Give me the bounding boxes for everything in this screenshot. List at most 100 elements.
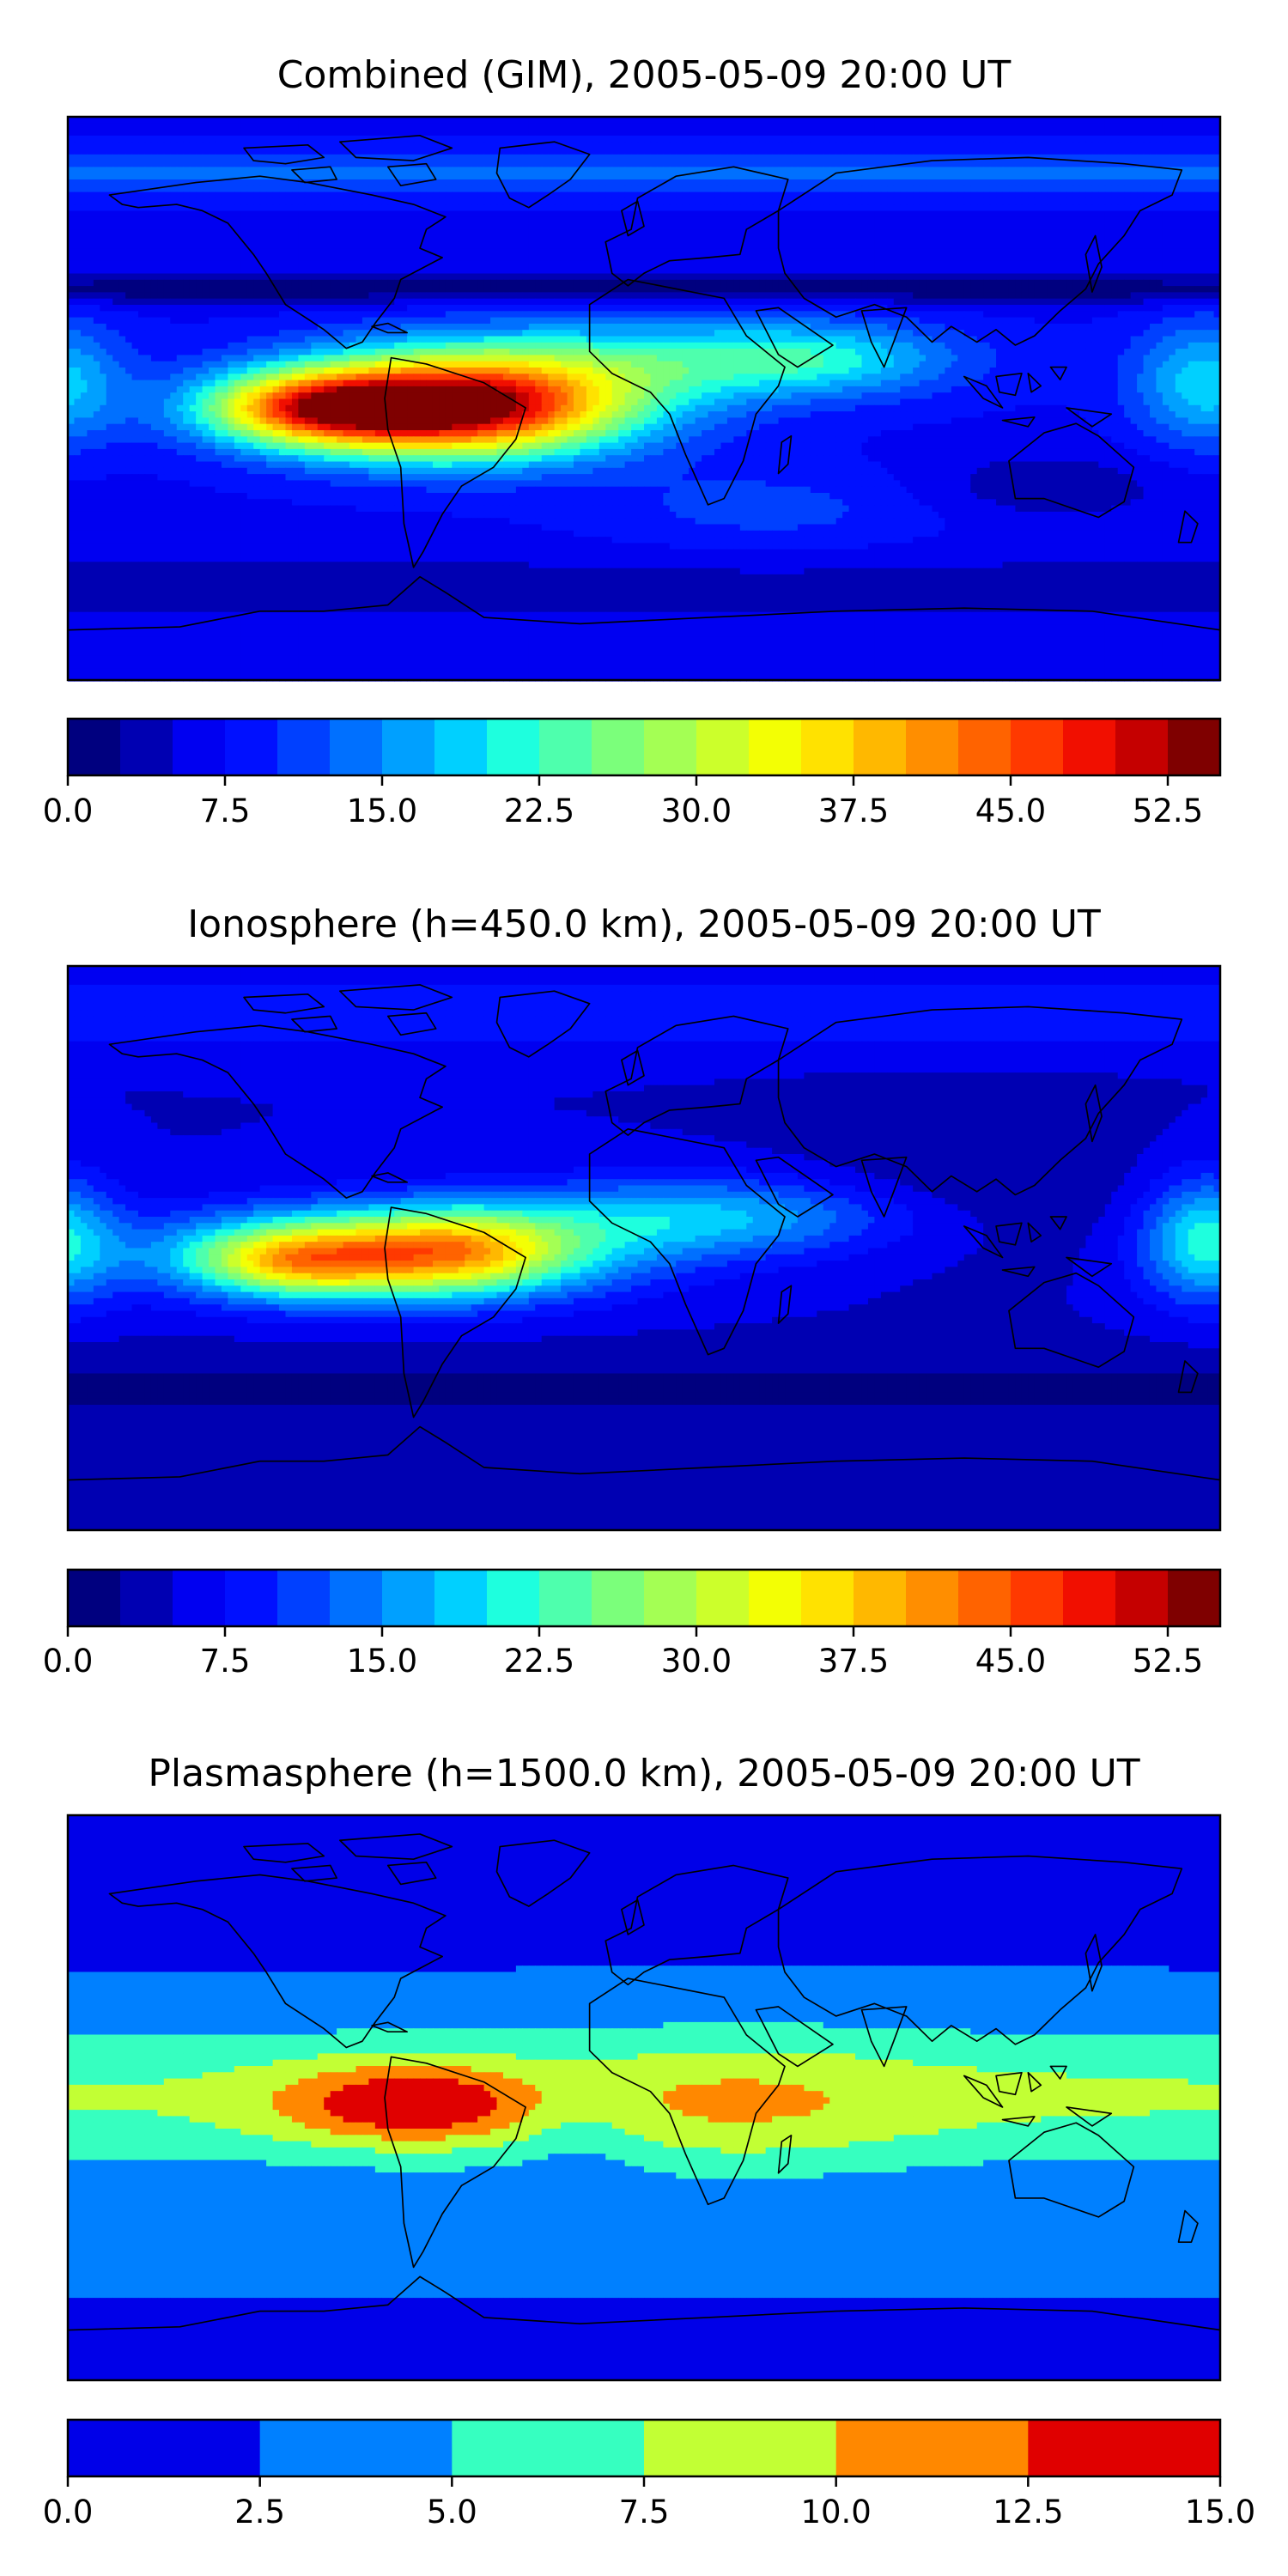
tec-cell bbox=[1002, 123, 1010, 131]
tec-cell bbox=[829, 161, 837, 167]
tec-cell bbox=[439, 191, 447, 199]
tec-cell bbox=[631, 185, 639, 193]
tec-cell bbox=[368, 148, 376, 155]
tec-cell bbox=[465, 273, 472, 281]
tec-cell bbox=[945, 197, 952, 205]
tec-cell bbox=[285, 173, 293, 180]
tec-cell bbox=[496, 185, 504, 193]
tec-cell bbox=[823, 229, 830, 237]
tec-cell bbox=[176, 191, 184, 199]
tec-cell bbox=[1072, 179, 1080, 186]
tec-cell bbox=[131, 242, 139, 249]
tec-cell bbox=[1149, 173, 1157, 180]
tec-cell bbox=[739, 185, 747, 193]
tec-cell bbox=[215, 204, 222, 212]
tec-cell bbox=[720, 191, 728, 199]
tec-cell bbox=[618, 242, 626, 249]
tec-cell bbox=[426, 216, 434, 224]
tec-cell bbox=[919, 279, 927, 287]
tec-cell bbox=[138, 229, 146, 237]
tec-cell bbox=[586, 267, 593, 275]
tec-cell bbox=[246, 273, 254, 281]
tec-cell bbox=[1028, 254, 1036, 262]
tec-cell bbox=[1060, 216, 1067, 224]
tec-cell bbox=[80, 191, 88, 199]
tec-cell bbox=[1111, 191, 1119, 199]
tec-cell bbox=[605, 179, 613, 186]
tec-cell bbox=[765, 286, 773, 293]
tec-cell bbox=[189, 173, 197, 180]
tec-cell bbox=[598, 223, 606, 230]
tec-cell bbox=[279, 129, 287, 137]
tec-cell bbox=[752, 129, 760, 137]
tec-cell bbox=[644, 191, 652, 199]
tec-cell bbox=[951, 161, 958, 167]
tec-cell bbox=[502, 117, 511, 124]
tec-cell bbox=[202, 279, 210, 287]
tec-cell bbox=[1047, 148, 1054, 155]
tec-cell bbox=[209, 123, 216, 131]
tec-cell bbox=[381, 197, 389, 205]
tec-cell bbox=[829, 197, 837, 205]
tec-cell bbox=[900, 248, 908, 256]
tec-cell bbox=[355, 117, 363, 124]
tec-cell bbox=[176, 179, 184, 186]
tec-cell bbox=[196, 123, 204, 131]
tec-cell bbox=[1104, 248, 1112, 256]
tec-cell bbox=[471, 267, 478, 275]
tec-cell bbox=[209, 260, 216, 268]
tec-cell bbox=[304, 204, 312, 212]
tec-cell bbox=[778, 210, 786, 218]
tec-cell bbox=[324, 235, 331, 243]
tec-cell bbox=[919, 185, 927, 193]
tec-cell bbox=[554, 197, 562, 205]
tec-cell bbox=[87, 179, 94, 186]
tec-cell bbox=[996, 197, 1004, 205]
tec-cell bbox=[644, 185, 652, 193]
tec-cell bbox=[330, 167, 337, 174]
tec-cell bbox=[387, 135, 395, 143]
tec-cell bbox=[394, 148, 402, 155]
tec-cell bbox=[368, 161, 376, 167]
tec-cell bbox=[196, 161, 204, 167]
tec-cell bbox=[708, 161, 715, 167]
tec-cell bbox=[906, 129, 914, 137]
tec-cell bbox=[458, 210, 465, 218]
tec-cell bbox=[118, 179, 126, 186]
tec-cell bbox=[150, 223, 158, 230]
tec-cell bbox=[829, 173, 837, 180]
tec-cell bbox=[535, 123, 543, 131]
tec-cell bbox=[131, 248, 139, 256]
tec-cell bbox=[1213, 204, 1221, 212]
tec-cell bbox=[1066, 179, 1074, 186]
tec-cell bbox=[913, 273, 920, 281]
tec-cell bbox=[374, 210, 382, 218]
tec-cell bbox=[355, 267, 363, 275]
tec-cell bbox=[163, 185, 171, 193]
tec-cell bbox=[695, 242, 702, 249]
tec-cell bbox=[867, 161, 875, 167]
tec-cell bbox=[445, 235, 453, 243]
tec-cell bbox=[528, 267, 536, 275]
tec-cell bbox=[983, 117, 991, 124]
tec-cell bbox=[189, 242, 197, 249]
tec-cell bbox=[637, 179, 645, 186]
tec-cell bbox=[1054, 185, 1061, 193]
tec-cell bbox=[157, 179, 165, 186]
tec-cell bbox=[324, 142, 331, 149]
tec-cell bbox=[759, 204, 767, 212]
tec-cell bbox=[93, 279, 100, 287]
tec-cell bbox=[842, 161, 850, 167]
tec-cell bbox=[1117, 179, 1125, 186]
tec-cell bbox=[663, 254, 671, 262]
tec-cell bbox=[337, 167, 344, 174]
tec-cell bbox=[285, 267, 293, 275]
tec-cell bbox=[471, 123, 478, 131]
tec-cell bbox=[1054, 242, 1061, 249]
tec-cell bbox=[580, 197, 587, 205]
tec-cell bbox=[631, 129, 639, 137]
tec-cell bbox=[266, 173, 274, 180]
tec-cell bbox=[759, 254, 767, 262]
tec-cell bbox=[170, 117, 178, 124]
tec-cell bbox=[490, 191, 498, 199]
